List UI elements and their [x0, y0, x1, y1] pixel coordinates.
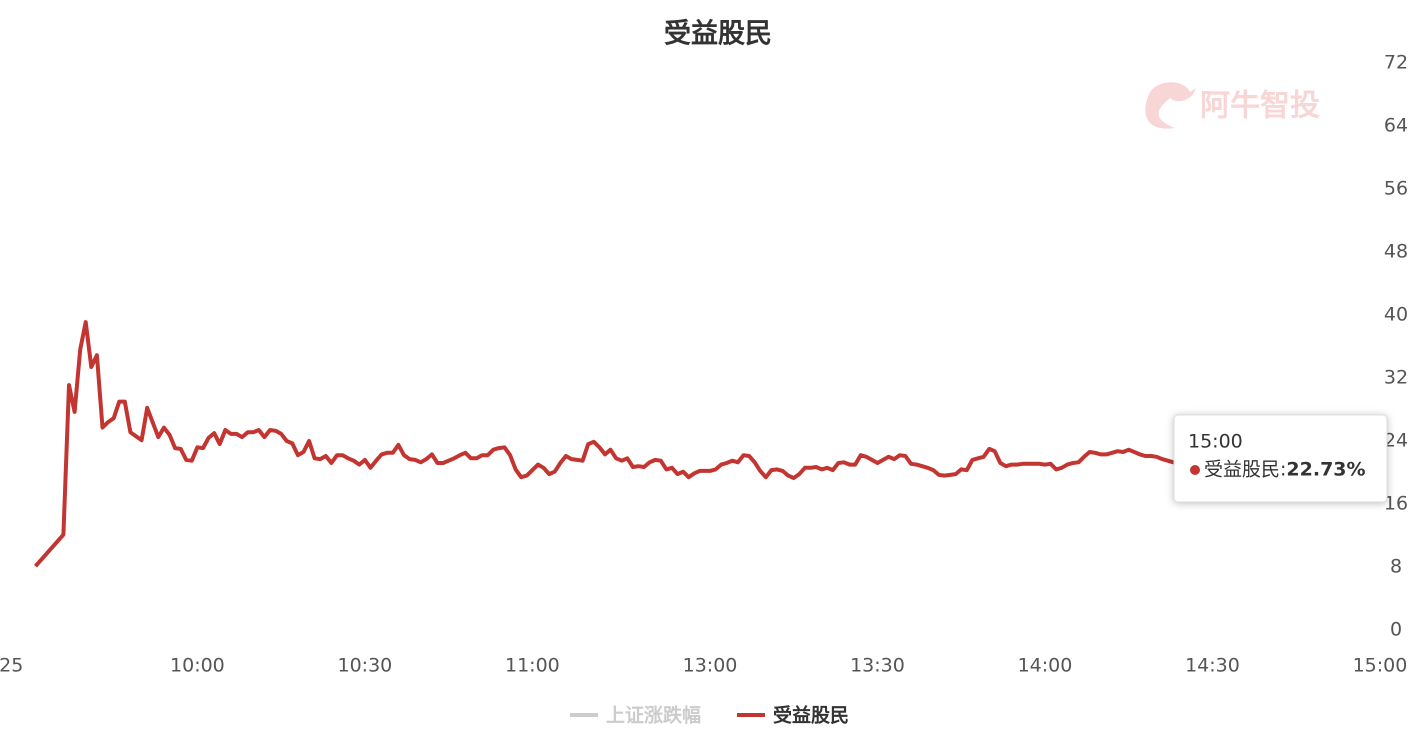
watermark-group: 阿牛智投	[1145, 82, 1320, 129]
y-tick-label: 8	[1390, 556, 1402, 578]
x-tick-label: 14:30	[1185, 655, 1240, 677]
x-tick-label: 14:00	[1018, 655, 1073, 677]
watermark-logo	[1145, 82, 1196, 129]
y-tick-label: 64	[1384, 115, 1408, 137]
legend: 上证涨跌幅 受益股民	[570, 704, 849, 727]
chart-title: 受益股民	[664, 18, 772, 50]
y-tick-label: 16	[1384, 493, 1408, 515]
tooltip-series: 受益股民:	[1204, 459, 1286, 481]
y-tick-label: 48	[1384, 241, 1408, 263]
x-tick-label: 10:30	[338, 655, 393, 677]
y-tick-label: 24	[1384, 430, 1408, 452]
tooltip-dot	[1190, 465, 1200, 475]
x-tick-label: 11:00	[505, 655, 560, 677]
tooltip: 15:00 受益股民: 22.73%	[1173, 414, 1388, 503]
y-tick-label: 0	[1390, 619, 1402, 641]
x-tick-label: 13:30	[850, 655, 905, 677]
x-tick-label: 9:25	[0, 655, 23, 677]
x-tick-label: 10:00	[170, 655, 225, 677]
legend-label[interactable]: 受益股民	[773, 704, 849, 727]
x-tick-label: 13:00	[683, 655, 738, 677]
legend-label[interactable]: 上证涨跌幅	[606, 704, 701, 727]
y-tick-label: 40	[1384, 304, 1408, 326]
y-tick-label: 56	[1384, 178, 1408, 200]
plot: 0 8 16 24 32 40 48 56 64 72 9:25 10:00 10:30 11:00 13:…	[0, 52, 1408, 677]
y-tick-label: 32	[1384, 367, 1408, 389]
watermark: 阿牛智投	[1200, 89, 1320, 124]
x-tick-label: 15:00	[1353, 655, 1408, 677]
series-line	[34, 320, 1381, 568]
tooltip-box	[1173, 414, 1388, 503]
y-tick-label: 72	[1384, 52, 1408, 74]
tooltip-value: 22.73%	[1286, 459, 1365, 481]
tooltip-time: 15:00	[1188, 431, 1243, 453]
